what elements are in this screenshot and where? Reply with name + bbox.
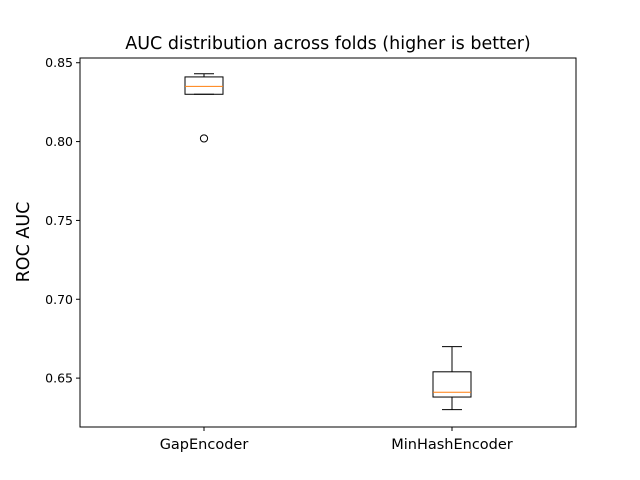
y-axis-label: ROC AUC: [14, 202, 34, 283]
y-tick-label: 0.65: [45, 371, 73, 386]
y-tick-label: 0.70: [45, 292, 73, 307]
x-tick-label: MinHashEncoder: [391, 437, 513, 453]
y-axis-ticks: 0.65 0.70 0.75 0.80 0.85: [45, 55, 80, 386]
box-iqr: [184, 76, 224, 95]
chart-title: AUC distribution across folds (higher is…: [125, 34, 530, 54]
plot-area-frame: [79, 57, 577, 428]
y-tick-label: 0.75: [45, 213, 73, 228]
x-tick-label: GapEncoder: [160, 437, 249, 453]
y-tick-label: 0.85: [45, 55, 73, 70]
box-gapencoder: [184, 73, 224, 143]
y-tick-label: 0.80: [45, 134, 73, 149]
box-minhashencoder: [432, 346, 472, 411]
outlier-point: [199, 134, 209, 143]
boxes: [184, 73, 472, 411]
box-iqr: [432, 371, 472, 398]
x-axis-ticks: GapEncoder MinHashEncoder: [160, 427, 513, 453]
